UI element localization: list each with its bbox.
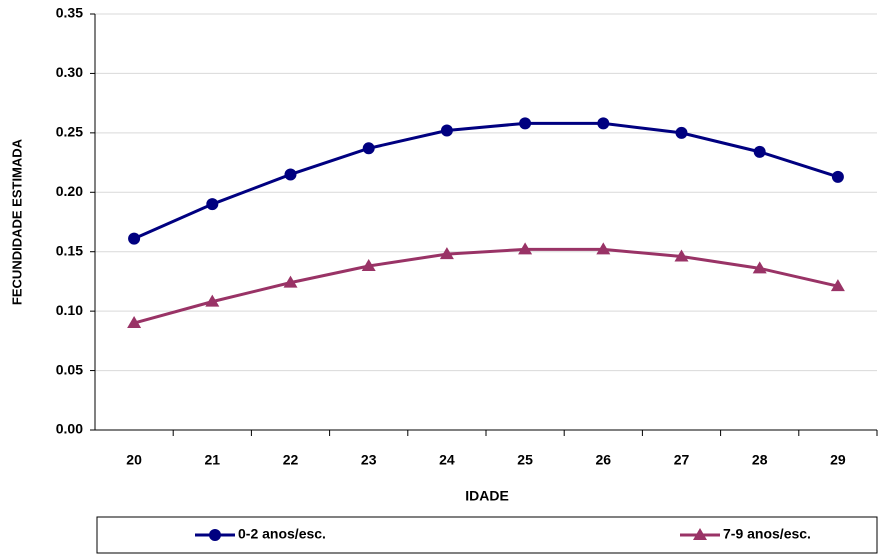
- data-point: [831, 170, 844, 183]
- x-tick-label: 22: [283, 452, 299, 468]
- data-point: [206, 198, 219, 211]
- legend-label: 7-9 anos/esc.: [723, 526, 811, 542]
- x-tick-label: 27: [674, 452, 690, 468]
- x-tick-label: 26: [596, 452, 612, 468]
- data-point: [752, 261, 767, 274]
- data-point: [283, 275, 298, 288]
- legend-marker: [693, 528, 707, 540]
- data-point: [519, 117, 532, 130]
- data-point: [440, 124, 453, 137]
- data-point: [596, 242, 611, 255]
- x-tick-label: 21: [205, 452, 221, 468]
- data-point: [128, 232, 141, 245]
- legend-label: 0-2 anos/esc.: [238, 526, 326, 542]
- x-tick-label: 29: [830, 452, 846, 468]
- data-point: [674, 249, 689, 262]
- y-tick-label: 0.10: [56, 302, 83, 318]
- x-tick-label: 24: [439, 452, 455, 468]
- y-tick-label: 0.00: [56, 421, 83, 437]
- data-point: [205, 294, 220, 307]
- x-tick-label: 28: [752, 452, 768, 468]
- series-line: [133, 247, 839, 325]
- data-point: [675, 126, 688, 139]
- data-point: [518, 242, 533, 255]
- series-line: [133, 121, 839, 241]
- data-point: [439, 247, 454, 260]
- data-point: [284, 168, 297, 181]
- x-tick-label: 20: [126, 452, 142, 468]
- data-point: [830, 279, 845, 292]
- x-tick-label: 25: [517, 452, 533, 468]
- x-tick-label: 23: [361, 452, 377, 468]
- data-point: [127, 316, 142, 329]
- data-point: [597, 117, 610, 130]
- y-tick-label: 0.20: [56, 183, 83, 199]
- data-point: [362, 142, 375, 155]
- y-tick-label: 0.15: [56, 242, 83, 258]
- data-point: [753, 145, 766, 158]
- x-axis-title: IDADE: [465, 488, 509, 504]
- data-point: [361, 258, 376, 271]
- y-tick-label: 0.30: [56, 64, 83, 80]
- y-axis-title: FECUNDIDADE ESTIMADA: [9, 138, 24, 305]
- y-tick-label: 0.35: [56, 5, 83, 21]
- y-tick-label: 0.25: [56, 124, 83, 140]
- y-tick-label: 0.05: [56, 361, 83, 377]
- legend-marker: [209, 529, 221, 541]
